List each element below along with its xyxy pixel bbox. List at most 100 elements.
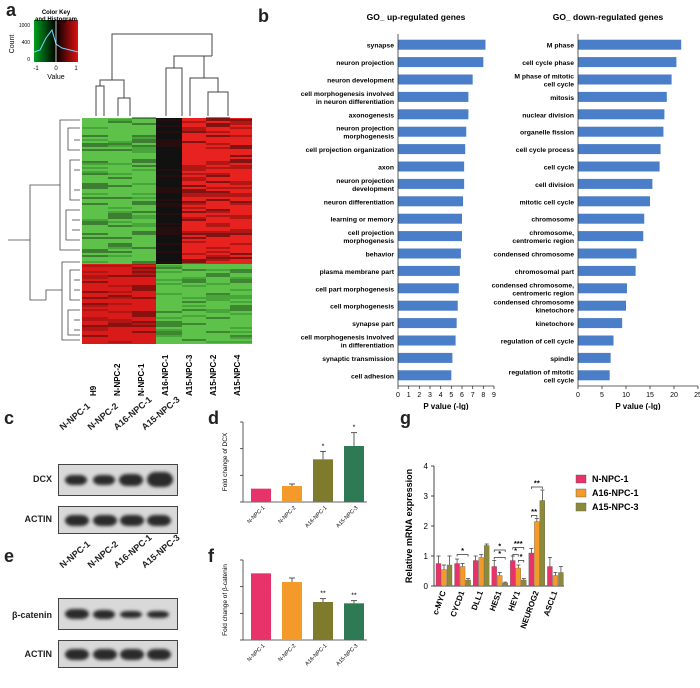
bar <box>528 552 535 587</box>
go-bar <box>398 196 464 207</box>
go-bar <box>578 109 665 120</box>
go-bar <box>398 126 467 137</box>
go-term-label: M phase of mitotic <box>514 74 574 81</box>
go-term-label: neuron projection <box>336 178 394 185</box>
go-x-tick-label: 15 <box>646 392 654 399</box>
panel-label-d: d <box>208 408 219 428</box>
blot-e-protein-beta-catenin: β-catenin <box>12 610 52 620</box>
significance-bracket <box>531 486 543 489</box>
bar <box>251 488 271 502</box>
go-x-tick-label: 2 <box>417 392 421 399</box>
go-bar <box>398 178 465 189</box>
category-label: NEUROG2 <box>519 589 541 630</box>
panel-label-e: e <box>4 546 15 566</box>
go-term-label: chromosomal part <box>515 269 575 276</box>
color-key-title-1: Color Key <box>42 10 71 16</box>
blot-c-dcx-membrane <box>58 464 178 496</box>
go-up-chart: GO_ up-regulated genes synapse neuron proj… <box>301 12 496 410</box>
significance-mark: ** <box>351 593 357 600</box>
go-term-label: plasma membrane part <box>320 269 395 276</box>
panel-label-a: a <box>6 0 17 20</box>
go-chart-title: GO_ down-regulated genes <box>553 12 664 22</box>
category-label: A15-NPC-3 <box>335 643 359 667</box>
go-bar <box>578 352 611 363</box>
band <box>65 609 89 619</box>
go-term-label: cell division <box>535 182 574 189</box>
go-bar <box>578 248 637 259</box>
go-bar <box>398 91 469 102</box>
category-label: A15-NPC-3 <box>335 505 359 529</box>
go-term-label: synapse <box>367 43 394 50</box>
mrna-expression-chart: 0 1 2 3 4 Relative mRNA expression c-MYC CYCD1 D… <box>404 462 639 630</box>
column-dendrogram <box>95 33 229 116</box>
significance-bracket <box>531 515 538 518</box>
go-bar <box>578 144 661 155</box>
go-term-label: cell projection <box>348 230 394 237</box>
color-key-xtick-0: -1 <box>33 66 39 72</box>
sample-label: A15-NPC-3 <box>185 354 194 396</box>
band <box>147 515 171 526</box>
go-term-label: development <box>352 186 395 193</box>
band <box>65 475 87 485</box>
go-x-axis-label: P value (-lg) <box>615 402 661 410</box>
go-term-label: axonogenesis <box>349 112 395 119</box>
significance-mark: ** <box>320 591 326 598</box>
heatmap-figure: Color Key and Histogram Count 0 400 1000… <box>8 10 252 396</box>
go-term-label: chromosome <box>531 217 574 224</box>
significance-mark: * <box>498 542 501 551</box>
blot-c-protein-actin: ACTIN <box>24 514 53 524</box>
go-bar <box>578 161 660 172</box>
category-label: N-NPC-1 <box>246 505 266 525</box>
y-tick-label: 0 <box>424 582 429 591</box>
category-label: HES1 <box>488 589 504 612</box>
go-term-label: chromosome, <box>529 230 574 237</box>
sample-label: A15-NPC-4 <box>233 354 242 396</box>
go-x-tick-label: 1 <box>407 392 411 399</box>
go-term-label: cell cycle <box>544 82 574 89</box>
go-term-label: condensed chromosome <box>494 300 575 307</box>
category-label: ASCL1 <box>542 589 560 617</box>
blot-e-actin-membrane <box>58 640 178 668</box>
band <box>93 515 117 526</box>
bar <box>282 582 302 640</box>
blot-c-protein-dcx: DCX <box>32 474 52 484</box>
go-term-label: cell morphogenesis involved <box>301 91 394 98</box>
bar <box>435 563 442 587</box>
bar <box>515 567 521 587</box>
blot-c-actin-membrane <box>58 506 178 534</box>
go-term-label: regulation of cell cycle <box>501 339 574 346</box>
color-key-xtick-2: 1 <box>74 66 78 72</box>
color-key-histogram <box>33 28 79 53</box>
go-bar <box>398 231 462 242</box>
go-term-label: behavior <box>366 252 395 259</box>
bar <box>344 603 364 640</box>
go-bar <box>578 213 645 224</box>
go-term-label: cell projection organization <box>306 147 394 154</box>
category-label: DLL1 <box>470 589 485 611</box>
go-bar <box>578 74 672 85</box>
bar <box>534 521 540 587</box>
go-bar <box>578 231 644 242</box>
go-term-label: cell adhesion <box>351 373 394 380</box>
go-term-label: regulation of mitotic <box>509 369 575 376</box>
go-bar <box>578 178 653 189</box>
go-x-tick-label: 0 <box>396 392 400 399</box>
go-term-label: neuron differentiation <box>324 199 394 206</box>
bar <box>521 579 527 587</box>
go-x-tick-label: 20 <box>670 392 678 399</box>
bar <box>446 564 453 587</box>
bar <box>552 575 559 587</box>
go-bar <box>398 213 462 224</box>
go-term-label: centromeric region <box>512 238 574 245</box>
significance-mark: ** <box>531 507 537 516</box>
significance-bracket <box>517 560 525 563</box>
bar <box>313 459 333 502</box>
go-term-label: nuclear division <box>522 112 574 119</box>
go-term-label: in neuron differentiation <box>316 99 394 106</box>
go-x-tick-label: 4 <box>439 392 443 399</box>
significance-bracket <box>512 547 525 550</box>
heatmap-sample-labels: H9 N-NPC-2 N-NPC-1 A16-NPC-1 A15-NPC-3 A… <box>89 354 242 396</box>
y-axis-label: Fold change of β-catenin <box>222 564 229 636</box>
catenin-fold-change-chart: N-NPC-1 N-NPC-2 ** A16-NPC-1 ** A15-NPC-3 Fold… <box>222 559 367 667</box>
go-term-label: axon <box>378 165 394 172</box>
